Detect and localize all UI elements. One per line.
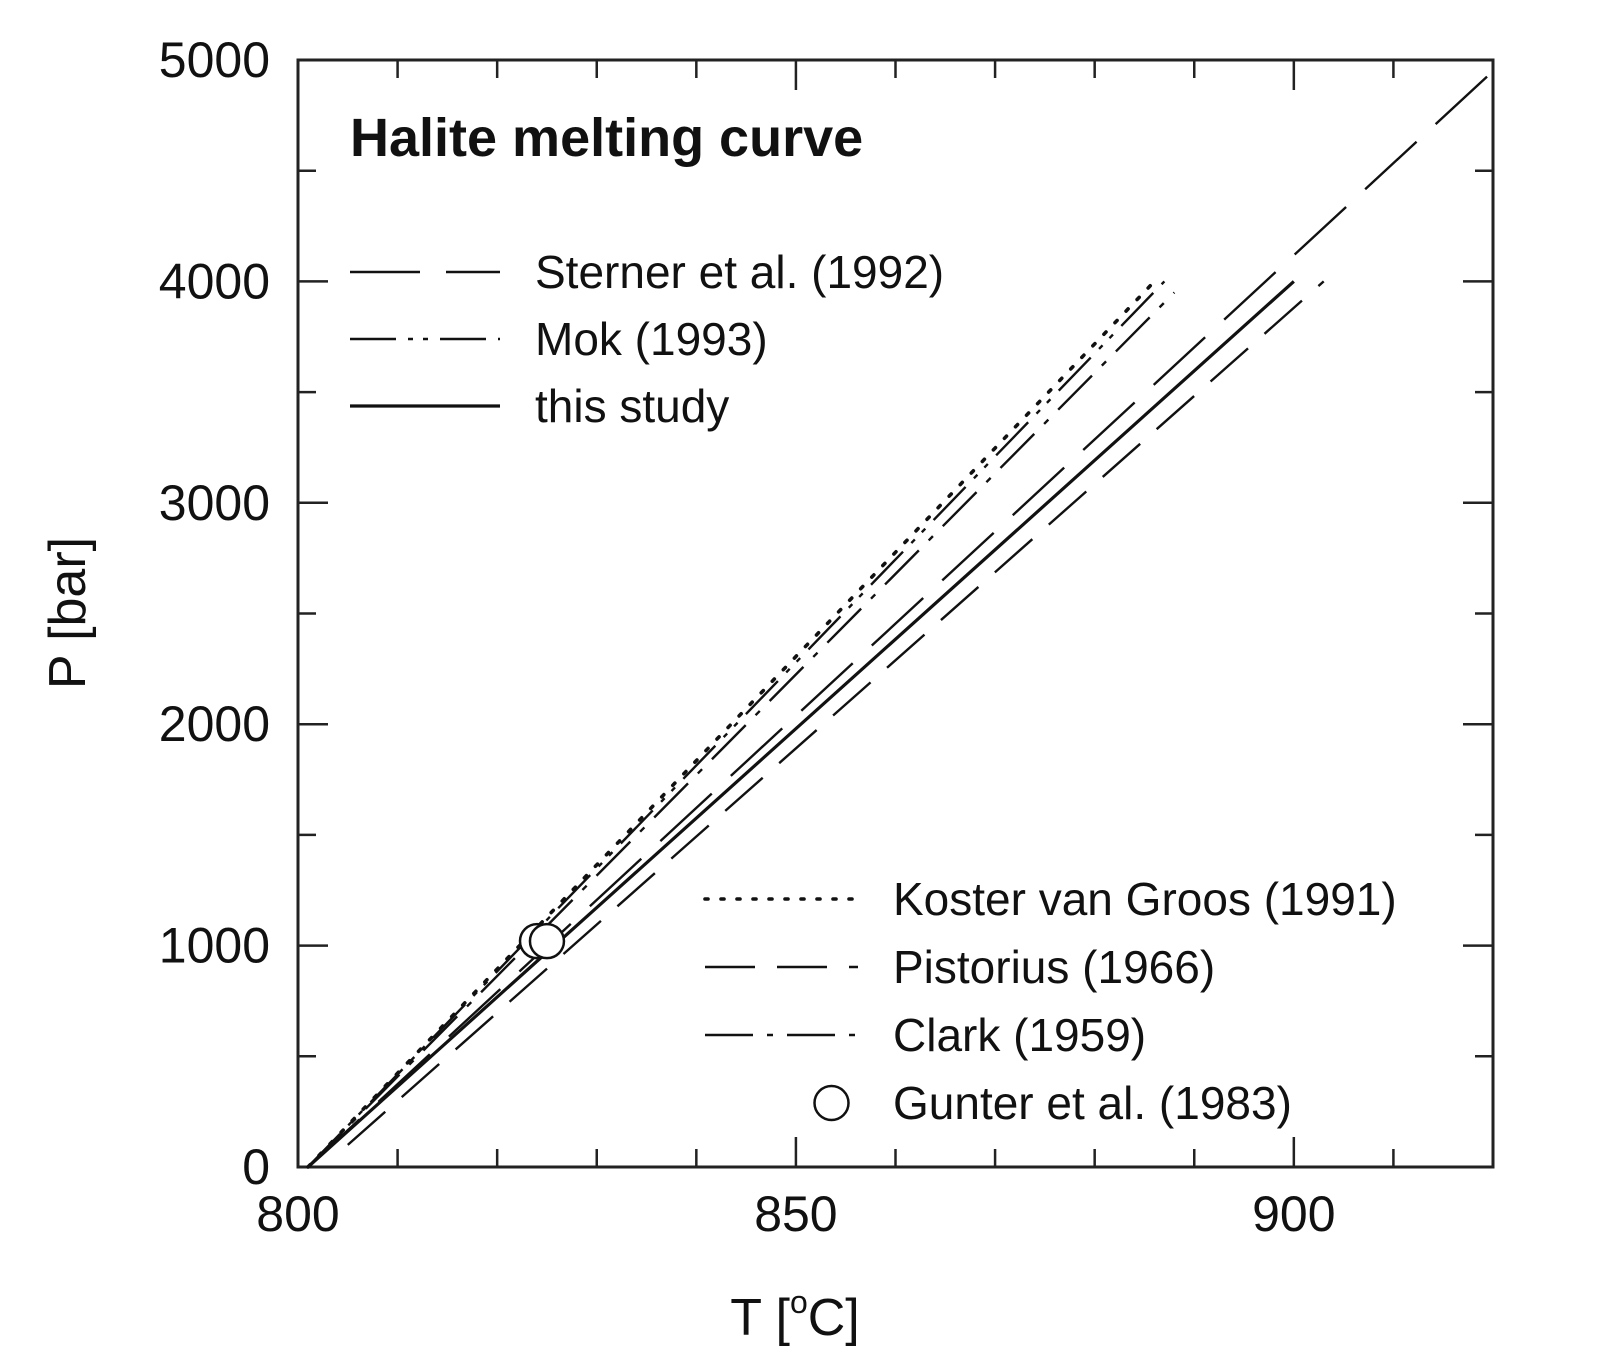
x-axis-label-end: C] xyxy=(808,1289,860,1347)
legend-label-gunter-et-al-1983: Gunter et al. (1983) xyxy=(893,1077,1292,1129)
x-axis-label-sup: o xyxy=(790,1284,808,1320)
y-tick-label-5000: 5000 xyxy=(159,32,270,88)
y-tick-label-2000: 2000 xyxy=(159,696,270,752)
point-gunter-et-al-1983 xyxy=(528,922,566,960)
axis-tick-labels: 800 850 900 0 1000 2000 3000 4000 5000 xyxy=(159,32,1336,1242)
legend-label-clark-1959: Clark (1959) xyxy=(893,1009,1146,1061)
legend-lower: Koster van Groos (1991) Pistorius (1966) C… xyxy=(703,873,1397,1129)
y-tick-label-3000: 3000 xyxy=(159,475,270,531)
series-koster-van-groos-1991 xyxy=(306,279,1157,1169)
series-pistorius-1966 xyxy=(346,280,1325,1146)
legend-upper: Sterner et al. (1992) Mok (1993) this stud… xyxy=(350,246,944,432)
x-tick-label-900: 900 xyxy=(1252,1186,1335,1242)
series-this-study xyxy=(306,280,1295,1169)
series-mok-1993 xyxy=(307,280,1166,1168)
y-tick-label-0: 0 xyxy=(242,1139,270,1195)
series-sterner-et-al-1992 xyxy=(307,70,1494,1168)
x-tick-label-800: 800 xyxy=(256,1186,339,1242)
series-layer xyxy=(306,70,1494,1169)
plot-frame xyxy=(296,58,1495,1169)
y-tick-label-1000: 1000 xyxy=(159,918,270,974)
series-clark-1959 xyxy=(307,291,1176,1168)
axis-ticks xyxy=(296,58,1495,1169)
x-axis-label-main: T [ xyxy=(730,1289,790,1347)
chart-title: Halite melting curve xyxy=(350,108,863,168)
legend-label-pistorius-1966: Pistorius (1966) xyxy=(893,941,1215,993)
y-axis-label: P [bar] xyxy=(39,537,97,689)
y-tick-label-4000: 4000 xyxy=(159,253,270,309)
x-tick-label-850: 850 xyxy=(754,1186,837,1242)
legend-label-mok-1993: Mok (1993) xyxy=(535,313,768,365)
legend-label-this-study: this study xyxy=(535,380,729,432)
legend-label-sterner-et-al-1992: Sterner et al. (1992) xyxy=(535,246,944,298)
x-axis-label: T [oC] xyxy=(730,1284,860,1347)
legend-marker-gunter-et-al-1983 xyxy=(813,1084,850,1122)
points-layer xyxy=(518,922,566,960)
legend-label-koster-van-groos-1991: Koster van Groos (1991) xyxy=(893,873,1397,925)
